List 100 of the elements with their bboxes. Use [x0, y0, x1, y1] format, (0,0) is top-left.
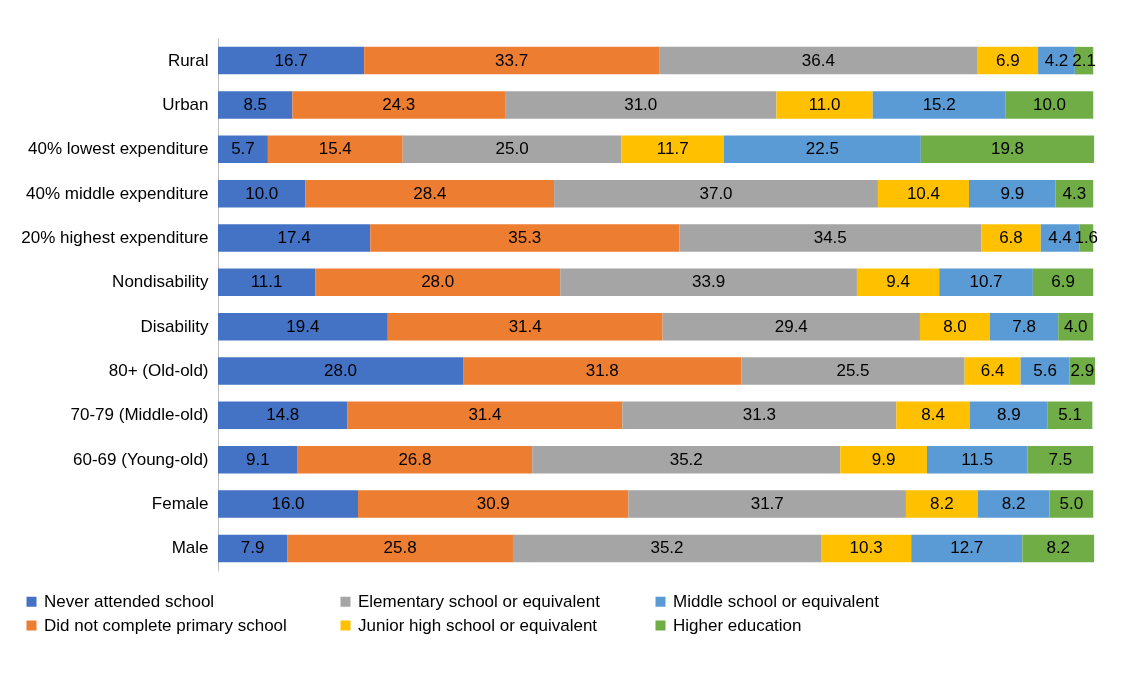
- y-tick-label: Rural: [167, 50, 209, 70]
- bar: [505, 91, 777, 119]
- legend-label: Higher education: [673, 615, 802, 635]
- data-label: 6.8: [999, 227, 1023, 247]
- data-label: 4.0: [1063, 316, 1088, 336]
- data-label: 28.0: [421, 272, 455, 292]
- data-label: 10.0: [1032, 94, 1067, 114]
- data-label: 4.4: [1048, 227, 1072, 247]
- bar: [287, 534, 513, 563]
- data-label: 19.8: [990, 139, 1025, 159]
- data-label: 4.3: [1062, 183, 1087, 203]
- y-tick-label: 40% middle expenditure: [26, 183, 209, 203]
- bar: [679, 224, 982, 252]
- data-label: 30.9: [476, 494, 510, 514]
- data-label: 6.9: [996, 50, 1020, 70]
- data-label: 6.9: [1051, 272, 1075, 292]
- bar: [387, 312, 663, 341]
- bar: [977, 490, 1050, 518]
- legend-label: Junior high school or equivalent: [358, 615, 598, 635]
- data-label: 9.9: [1000, 183, 1025, 203]
- data-label: 5.7: [231, 139, 255, 159]
- bar: [856, 268, 940, 297]
- bar: [1022, 534, 1095, 563]
- data-label: 8.5: [243, 94, 268, 114]
- bar: [218, 135, 268, 164]
- bar: [939, 268, 1033, 297]
- bar: [364, 46, 660, 75]
- bar: [628, 490, 906, 518]
- data-label: 9.9: [871, 449, 896, 469]
- data-label: 11.5: [961, 449, 994, 469]
- bar: [1049, 490, 1094, 518]
- data-label: 34.5: [813, 227, 847, 247]
- data-label: 35.2: [650, 538, 684, 558]
- bar: [218, 445, 298, 474]
- data-label: 37.0: [699, 183, 733, 203]
- data-label: 17.4: [277, 227, 311, 247]
- y-tick-label: 40% lowest expenditure: [27, 139, 209, 159]
- bar: [1020, 357, 1070, 385]
- bar: [741, 357, 965, 385]
- data-label: 31.8: [585, 361, 619, 381]
- bar: [292, 91, 506, 119]
- bar: [358, 490, 629, 518]
- data-label: 26.8: [398, 449, 432, 469]
- bar: [218, 46, 365, 75]
- bar: [919, 312, 990, 341]
- data-label: 25.0: [495, 139, 529, 159]
- data-label: 19.4: [286, 316, 320, 336]
- data-label: 5.1: [1058, 405, 1082, 425]
- data-label: 25.8: [383, 538, 417, 558]
- data-label: 8.4: [921, 405, 945, 425]
- legend-label: Middle school or equivalent: [673, 591, 880, 611]
- data-label: 7.9: [240, 538, 265, 558]
- bar: [554, 179, 878, 208]
- data-label: 8.0: [943, 316, 967, 336]
- data-label: 35.3: [508, 227, 542, 247]
- bar: [218, 91, 293, 119]
- bar: [659, 46, 978, 75]
- data-label: 10.3: [849, 538, 883, 558]
- bar: [662, 312, 920, 341]
- data-label: 10.4: [906, 183, 940, 203]
- data-label: 7.5: [1048, 449, 1073, 469]
- data-label: 7.8: [1012, 316, 1036, 336]
- y-tick-label: 70-79 (Middle-old): [70, 405, 209, 425]
- bar: [968, 179, 1056, 208]
- data-label: 6.4: [980, 361, 1005, 381]
- bar: [347, 401, 623, 430]
- bar: [981, 224, 1041, 252]
- bar: [840, 445, 927, 474]
- bar: [532, 445, 841, 474]
- data-label: 16.0: [271, 494, 305, 514]
- data-label: 8.2: [1046, 538, 1071, 558]
- data-label: 35.2: [669, 449, 703, 469]
- data-label: 31.4: [468, 405, 502, 425]
- data-label: 24.3: [382, 94, 416, 114]
- bar: [560, 268, 857, 297]
- data-label: 9.4: [886, 272, 910, 292]
- data-label: 8.9: [996, 405, 1021, 425]
- data-label: 5.6: [1033, 361, 1057, 381]
- bar: [1005, 91, 1094, 119]
- bar: [267, 135, 403, 164]
- y-tick-label: 60-69 (Young-old): [73, 449, 209, 469]
- data-label: 31.4: [508, 316, 542, 336]
- bar: [622, 401, 897, 430]
- data-label: 14.8: [266, 405, 300, 425]
- bar: [512, 534, 822, 563]
- bar: [920, 135, 1095, 164]
- data-label: 31.3: [742, 405, 776, 425]
- bar: [905, 490, 978, 518]
- data-label: 8.2: [1001, 494, 1026, 514]
- bar: [305, 179, 555, 208]
- data-label: 28.4: [413, 183, 447, 203]
- bar: [218, 268, 316, 297]
- data-label: 22.5: [805, 139, 839, 159]
- data-label: 11.7: [656, 139, 689, 159]
- data-label: 12.7: [950, 538, 984, 558]
- bar: [896, 401, 970, 430]
- bar: [723, 135, 921, 164]
- data-label: 15.2: [922, 94, 956, 114]
- bar: [218, 224, 371, 252]
- bar: [315, 268, 561, 297]
